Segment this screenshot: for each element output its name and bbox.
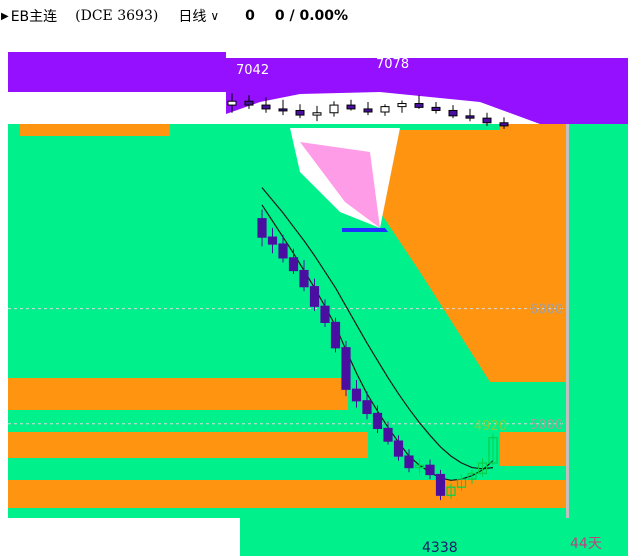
- candle-body[interactable]: [404, 455, 414, 469]
- candle-body[interactable]: [431, 106, 441, 111]
- candle-body[interactable]: [414, 103, 424, 108]
- candle-body[interactable]: [425, 464, 435, 476]
- band-purple-top-2: [260, 60, 628, 102]
- band-orange-top-left: [20, 124, 170, 136]
- candle-body[interactable]: [372, 412, 383, 430]
- band-pink-wedge: [300, 142, 380, 228]
- price-change-percent: 0 / 0.00%: [274, 8, 349, 24]
- candle-body[interactable]: [383, 427, 393, 442]
- candle-body[interactable]: [278, 108, 288, 112]
- price-annotation: 4920: [474, 419, 507, 434]
- candle-body[interactable]: [465, 115, 475, 119]
- candle-body[interactable]: [346, 104, 356, 110]
- price-annotation: 7042: [236, 63, 269, 78]
- price-annotation: 7078: [376, 57, 409, 72]
- candle-body[interactable]: [257, 218, 267, 238]
- instrument-code: (DCE 3693): [75, 8, 159, 24]
- price-label: 6000: [530, 303, 563, 318]
- chevron-left-icon[interactable]: ▶: [1, 10, 9, 22]
- candle-body[interactable]: [488, 437, 498, 464]
- band-green-corner: [568, 518, 628, 556]
- candle-body[interactable]: [299, 269, 309, 288]
- candle-body[interactable]: [288, 257, 299, 272]
- axis-strip: [568, 124, 628, 518]
- price-annotation: 44天: [570, 536, 602, 552]
- candle-body[interactable]: [227, 100, 237, 106]
- candle-body[interactable]: [482, 117, 492, 124]
- candle-body[interactable]: [393, 440, 404, 457]
- candle-body[interactable]: [446, 486, 456, 496]
- candle-body[interactable]: [448, 109, 458, 117]
- chevron-down-icon: ∨: [210, 9, 220, 23]
- candle-body[interactable]: [278, 243, 288, 259]
- period-selector[interactable]: 日线 ∨: [178, 6, 219, 26]
- candle-body[interactable]: [456, 478, 467, 488]
- band-white-strip: [226, 52, 628, 58]
- candle-body[interactable]: [341, 347, 351, 390]
- axis-divider: [566, 124, 569, 518]
- instrument-title[interactable]: EB主连: [10, 9, 58, 25]
- candle-body[interactable]: [477, 462, 488, 474]
- candle-body[interactable]: [261, 104, 271, 110]
- candle-body[interactable]: [467, 472, 477, 480]
- candle-body[interactable]: [414, 464, 425, 469]
- price-change: 0: [245, 8, 255, 24]
- band-orange-right: [500, 432, 568, 466]
- candle-body[interactable]: [499, 122, 509, 127]
- band-white-left: [8, 92, 226, 124]
- band-purple-left: [8, 52, 226, 92]
- candle-body[interactable]: [267, 236, 278, 245]
- candle-body[interactable]: [380, 106, 390, 113]
- band-blue-strip: [342, 228, 388, 232]
- period-label: 日线: [178, 9, 207, 25]
- candle-body[interactable]: [309, 286, 320, 307]
- chart-header: ▶ EB主连 (DCE 3693) 日线 ∨ 0 0 / 0.00%: [0, 0, 628, 32]
- band-orange-mid: [8, 378, 348, 410]
- candlestick-chart[interactable]: 6000 5000 7042 7078 4920 4338 44天: [0, 32, 628, 556]
- band-orange-low: [8, 432, 368, 458]
- band-orange-bottom: [8, 480, 568, 508]
- band-green-bottom: [240, 518, 570, 556]
- candle-body[interactable]: [397, 103, 407, 108]
- candle-body[interactable]: [312, 112, 322, 116]
- candle-body[interactable]: [329, 104, 339, 114]
- candle-body[interactable]: [320, 305, 330, 323]
- ma-slow-line: [261, 187, 494, 470]
- candle-body[interactable]: [244, 100, 254, 106]
- price-label: 5000: [530, 418, 563, 433]
- candle-body[interactable]: [330, 321, 341, 349]
- price-annotation: 4338: [422, 540, 458, 556]
- candle-body[interactable]: [351, 388, 362, 402]
- candle-body[interactable]: [435, 473, 446, 496]
- candle-body[interactable]: [295, 109, 305, 116]
- candle-body[interactable]: [362, 400, 372, 415]
- candle-body[interactable]: [363, 108, 373, 113]
- band-orange-wedge: [340, 130, 570, 382]
